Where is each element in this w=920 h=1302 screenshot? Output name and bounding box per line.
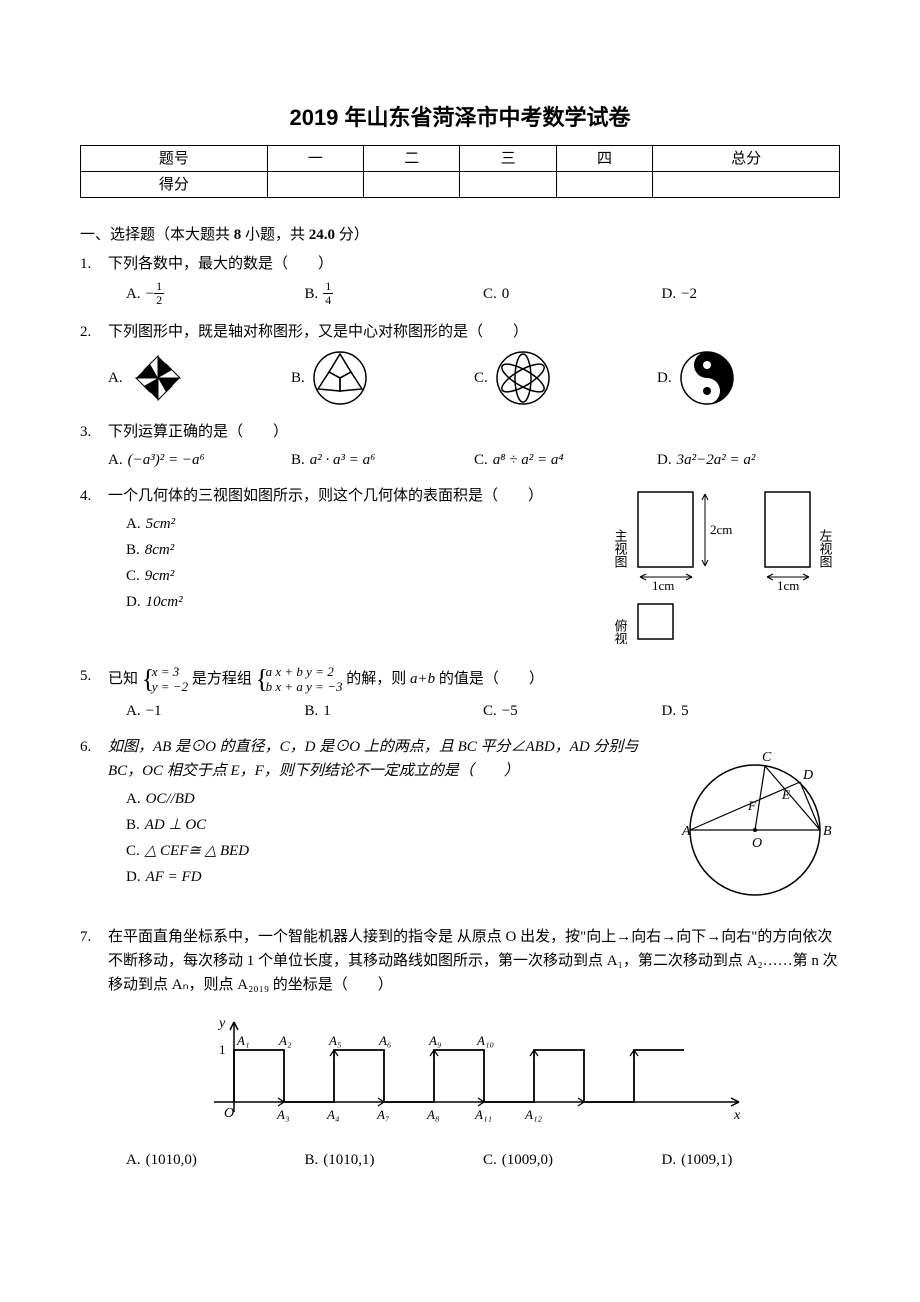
flower-icon [493, 348, 553, 408]
yinyang-icon [677, 348, 737, 408]
option-c: C. 0 [483, 280, 662, 307]
option-d: D. [657, 348, 840, 408]
table-row: 题号 一 二 三 四 总分 [81, 146, 840, 172]
option-c: C. [474, 348, 657, 408]
question-2: 2. 下列图形中，既是轴对称图形，又是中心对称图形的是（ ） A. B. [80, 320, 840, 408]
trefoil-icon [310, 348, 370, 408]
option-d: D. −2 [662, 280, 841, 307]
svg-text:A₁₁: A₁₁ [474, 1107, 492, 1122]
svg-text:E: E [781, 787, 790, 802]
svg-text:C: C [762, 750, 772, 765]
svg-text:1: 1 [219, 1042, 226, 1057]
option-a: A. (1010,0) [126, 1148, 305, 1172]
q-stem: 下列运算正确的是（ ） [108, 420, 840, 444]
option-a: A. −1 [126, 699, 305, 723]
svg-text:y: y [217, 1016, 226, 1031]
option-a: A. 5cm² [126, 512, 610, 536]
option-d: D. 10cm² [126, 590, 610, 614]
q-number: 1. [80, 252, 108, 276]
option-c: C. 9cm² [126, 564, 610, 588]
pinwheel-icon [128, 348, 188, 408]
table-row: 得分 [81, 172, 840, 198]
svg-text:左视图: 左视图 [818, 529, 833, 568]
option-c: C. (1009,0) [483, 1148, 662, 1172]
circle-figure: A B C D E F O [670, 735, 840, 913]
svg-text:A₉: A₉ [428, 1033, 441, 1048]
option-b: B. AD ⊥ OC [126, 813, 670, 837]
option-d: D. 5 [662, 699, 841, 723]
th-4: 四 [556, 146, 652, 172]
q-stem: 一个几何体的三视图如图所示，则这个几何体的表面积是（ ） [108, 484, 610, 508]
option-c: C. △ CEF≅ △ BED [126, 839, 670, 863]
svg-text:A₃: A₃ [276, 1107, 289, 1122]
svg-text:F: F [747, 798, 757, 813]
q-number: 2. [80, 320, 108, 344]
svg-text:A₄: A₄ [326, 1107, 340, 1122]
q-number: 3. [80, 420, 108, 444]
q-stem: 如图，AB 是⊙O 的直径，C，D 是⊙O 上的两点，且 BC 平分∠ABD，A… [108, 735, 670, 783]
svg-text:A: A [681, 824, 691, 839]
q-number: 6. [80, 735, 108, 759]
option-d: D. AF = FD [126, 865, 670, 889]
th-num: 题号 [81, 146, 268, 172]
option-a: A. −12 [126, 280, 305, 307]
question-1: 1. 下列各数中，最大的数是（ ） A. −12 B. 14 C. 0 D. −… [80, 252, 840, 307]
th-1: 一 [267, 146, 363, 172]
option-b: B. 14 [305, 280, 484, 307]
q-stem: 下列各数中，最大的数是（ ） [108, 252, 840, 276]
q-stem: 下列图形中，既是轴对称图形，又是中心对称图形的是（ ） [108, 320, 840, 344]
svg-text:A₂: A₂ [278, 1033, 292, 1048]
option-b: B. 8cm² [126, 538, 610, 562]
question-5: 5. 已知 x = 3 y = −2 是方程组 a x + b y = 2 b … [80, 664, 840, 723]
option-b: B. (1010,1) [305, 1148, 484, 1172]
question-3: 3. 下列运算正确的是（ ） A. (−a³)² = −a⁶ B. a² · a… [80, 420, 840, 472]
question-7: 7. 在平面直角坐标系中，一个智能机器人接到的指令是 从原点 O 出发，按"向上… [80, 925, 840, 1172]
svg-text:俯视图: 俯视图 [613, 618, 628, 644]
svg-text:B: B [823, 824, 832, 839]
q-number: 4. [80, 484, 108, 508]
svg-text:A₇: A₇ [376, 1107, 390, 1122]
svg-text:A₆: A₆ [378, 1033, 391, 1048]
svg-text:A₅: A₅ [328, 1033, 341, 1048]
svg-text:1cm: 1cm [777, 578, 799, 593]
q-stem: 已知 x = 3 y = −2 是方程组 a x + b y = 2 b x +… [108, 664, 840, 695]
option-a: A. (−a³)² = −a⁶ [108, 448, 291, 472]
svg-text:2cm: 2cm [710, 522, 732, 537]
svg-text:A₁: A₁ [236, 1033, 249, 1048]
option-a: A. [108, 348, 291, 408]
path-figure: y x O 1 [108, 1012, 840, 1140]
three-view-figure: 主视图 2cm 1cm 左视图 1cm 俯视图 [610, 484, 840, 652]
svg-text:1cm: 1cm [652, 578, 674, 593]
section-heading: 一、选择题（本大题共 8 小题，共 24.0 分） [80, 223, 840, 247]
q-number: 7. [80, 925, 108, 949]
option-b: B. 1 [305, 699, 484, 723]
option-a: A. OC//BD [126, 787, 670, 811]
option-c: C. a⁸ ÷ a² = a⁴ [474, 448, 657, 472]
option-c: C. −5 [483, 699, 662, 723]
score-table: 题号 一 二 三 四 总分 得分 [80, 145, 840, 198]
svg-text:x: x [733, 1108, 741, 1123]
option-b: B. a² · a³ = a⁶ [291, 448, 474, 472]
option-d: D. 3a²−2a² = a² [657, 448, 840, 472]
svg-text:A₁₂: A₁₂ [524, 1107, 542, 1122]
td-score-label: 得分 [81, 172, 268, 198]
option-b: B. [291, 348, 474, 408]
th-3: 三 [460, 146, 556, 172]
svg-text:O: O [224, 1106, 234, 1121]
option-d: D. (1009,1) [662, 1148, 841, 1172]
svg-text:主视图: 主视图 [613, 529, 628, 568]
q-number: 5. [80, 664, 108, 688]
th-2: 二 [364, 146, 460, 172]
q-stem: 在平面直角坐标系中，一个智能机器人接到的指令是 从原点 O 出发，按"向上→向右… [108, 925, 840, 997]
page-title: 2019 年山东省菏泽市中考数学试卷 [80, 100, 840, 135]
svg-text:A₁₀: A₁₀ [476, 1033, 494, 1048]
svg-text:O: O [752, 836, 762, 851]
svg-text:D: D [802, 768, 813, 783]
svg-text:A₈: A₈ [426, 1107, 440, 1122]
question-4: 4. 一个几何体的三视图如图所示，则这个几何体的表面积是（ ） A. 5cm² … [80, 484, 840, 652]
question-6: 6. 如图，AB 是⊙O 的直径，C，D 是⊙O 上的两点，且 BC 平分∠AB… [80, 735, 840, 913]
th-total: 总分 [653, 146, 840, 172]
